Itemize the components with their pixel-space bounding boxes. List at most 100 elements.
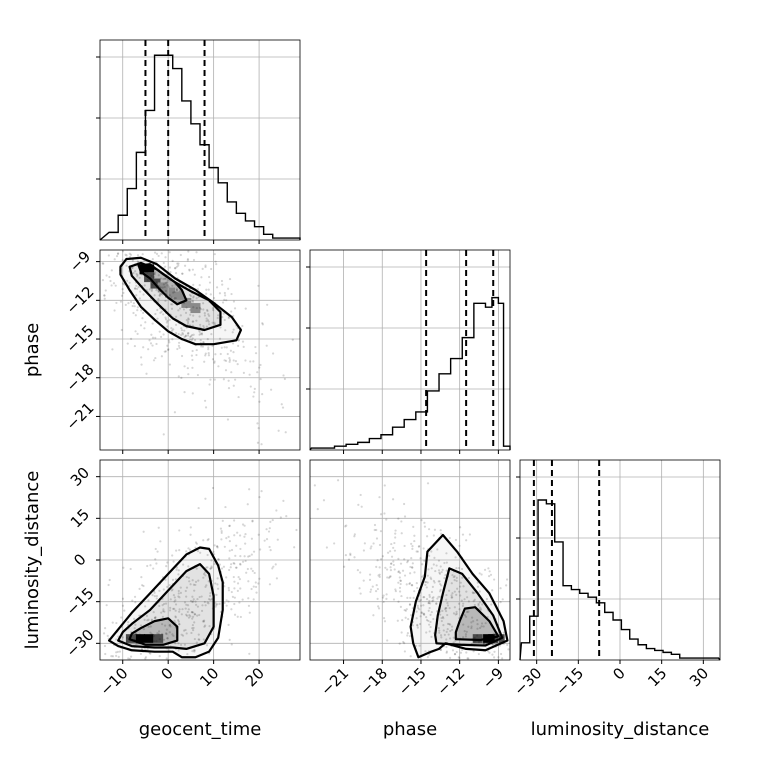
scatter-point xyxy=(275,509,278,512)
scatter-point xyxy=(199,551,202,554)
scatter-point xyxy=(191,366,194,369)
scatter-point xyxy=(138,633,141,636)
scatter-point xyxy=(383,512,386,515)
scatter-point xyxy=(459,581,462,584)
scatter-point xyxy=(202,620,206,623)
scatter-point xyxy=(280,403,283,406)
scatter-point xyxy=(169,606,172,609)
scatter-point xyxy=(162,333,165,336)
scatter-point xyxy=(132,311,135,315)
scatter-point xyxy=(464,615,468,618)
scatter-point xyxy=(172,328,175,331)
scatter-point xyxy=(205,325,208,328)
scatter-point xyxy=(380,558,383,561)
scatter-point xyxy=(450,596,453,599)
scatter-point xyxy=(202,576,205,579)
scatter-point xyxy=(146,636,149,639)
scatter-point xyxy=(373,523,377,527)
scatter-point xyxy=(120,616,123,619)
scatter-point xyxy=(410,557,413,560)
density-cell-geocent-time-vs-phase-5 xyxy=(165,287,175,298)
scatter-point xyxy=(220,279,224,283)
scatter-point xyxy=(376,559,379,562)
scatter-point xyxy=(184,311,188,314)
scatter-point xyxy=(186,367,189,370)
scatter-point xyxy=(222,565,226,568)
scatter-point xyxy=(369,590,372,594)
scatter-point xyxy=(220,346,223,349)
scatter-point xyxy=(277,429,280,432)
scatter-point xyxy=(139,624,143,627)
scatter-point xyxy=(132,271,135,275)
scatter-point xyxy=(181,608,184,611)
scatter-point xyxy=(391,498,395,501)
scatter-point xyxy=(460,567,464,571)
scatter-point xyxy=(191,615,195,618)
scatter-point xyxy=(506,643,509,647)
scatter-point xyxy=(133,627,136,630)
scatter-point xyxy=(160,611,163,614)
scatter-point xyxy=(458,544,461,547)
scatter-point xyxy=(221,519,224,522)
xtick-label-luminosity-distance-2: 0 xyxy=(609,664,628,683)
scatter-point xyxy=(403,544,406,548)
histogram-luminosity-distance xyxy=(519,499,721,661)
scatter-point xyxy=(133,305,136,308)
scatter-point xyxy=(224,369,228,372)
scatter-point xyxy=(114,284,117,287)
scatter-point xyxy=(173,619,176,622)
scatter-point xyxy=(435,602,438,605)
scatter-point xyxy=(138,614,141,617)
scatter-point xyxy=(194,541,198,544)
scatter-point xyxy=(448,536,451,540)
scatter-point xyxy=(369,547,372,550)
scatter-point xyxy=(194,603,198,606)
scatter-point xyxy=(189,533,192,536)
scatter-point xyxy=(186,322,190,325)
scatter-point xyxy=(103,294,106,297)
scatter-point xyxy=(368,573,372,576)
scatter-point xyxy=(171,284,174,287)
scatter-point xyxy=(202,619,206,622)
scatter-point xyxy=(146,278,149,281)
scatter-point xyxy=(164,318,168,321)
scatter-point xyxy=(144,657,147,660)
scatter-point xyxy=(196,549,200,553)
scatter-point xyxy=(378,573,381,576)
scatter-point xyxy=(233,587,236,590)
scatter-point xyxy=(429,602,432,605)
scatter-point xyxy=(428,630,431,633)
scatter-point xyxy=(168,631,171,634)
scatter-point xyxy=(174,323,178,326)
scatter-point xyxy=(208,383,211,386)
scatter-point xyxy=(168,609,172,612)
scatter-point xyxy=(134,330,137,333)
scatter-point xyxy=(490,603,493,606)
scatter-point xyxy=(428,599,431,603)
scatter-point xyxy=(135,287,139,291)
scatter-point xyxy=(164,602,168,605)
scatter-point xyxy=(217,558,220,561)
scatter-point xyxy=(421,575,424,578)
scatter-point xyxy=(150,632,153,636)
xtick-label-phase-1: −18 xyxy=(356,664,391,699)
scatter-point xyxy=(420,611,423,614)
scatter-point xyxy=(411,566,414,569)
scatter-point xyxy=(177,309,180,312)
scatter-point xyxy=(427,601,430,605)
scatter-point xyxy=(191,268,194,271)
scatter-point xyxy=(145,634,148,637)
scatter-point xyxy=(470,627,473,630)
scatter-point xyxy=(212,309,215,312)
scatter-point xyxy=(247,555,250,558)
scatter-point xyxy=(237,344,240,348)
scatter-point xyxy=(171,554,174,557)
scatter-point xyxy=(398,576,401,579)
scatter-point xyxy=(115,638,118,641)
scatter-point xyxy=(413,571,416,574)
scatter-point xyxy=(425,631,428,634)
scatter-point xyxy=(244,533,247,536)
scatter-point xyxy=(202,638,205,641)
scatter-point xyxy=(246,503,249,506)
scatter-point xyxy=(195,306,198,310)
